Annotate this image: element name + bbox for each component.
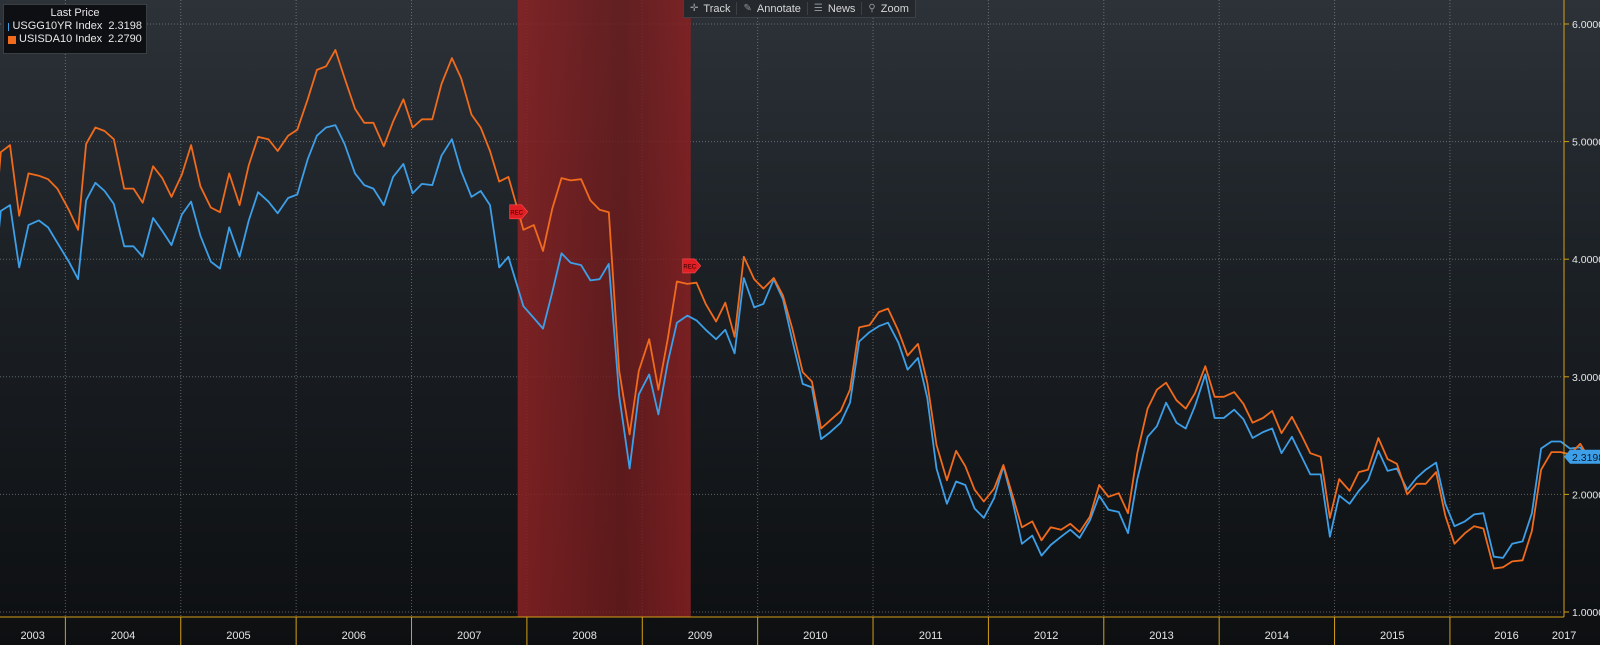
x-tick-label: 2012: [1034, 630, 1058, 642]
news-label: News: [827, 2, 856, 15]
track-label: Track: [703, 2, 731, 15]
series-lines: [0, 49, 1600, 570]
series-line-usgg10yr: [0, 124, 1600, 559]
recession-markers: REC REC: [509, 204, 702, 274]
series-line-usisda10: [0, 49, 1599, 570]
x-tick-label: 2013: [1149, 630, 1173, 642]
x-tick-label: 2004: [111, 630, 135, 642]
divider: [806, 2, 808, 15]
legend: Last Price USGG10YR Index 2.3198 USISDA1…: [3, 4, 147, 54]
annotate-button[interactable]: ✎ Annotate: [737, 0, 806, 17]
news-button[interactable]: ☰ News: [808, 0, 861, 17]
x-tick-label: 2010: [803, 630, 827, 642]
x-tick-label: 2005: [226, 630, 250, 642]
legend-title: Last Price: [50, 7, 100, 19]
annotate-label: Annotate: [756, 2, 801, 15]
x-tick-label: 2007: [457, 630, 481, 642]
x-tick-label: 2006: [342, 630, 366, 642]
y-tick-label: 1.0000: [1572, 607, 1600, 619]
x-tick-label: 2017: [1552, 630, 1576, 642]
series-swatch-icon: [8, 35, 16, 44]
y-tick-label: 2.0000: [1572, 489, 1600, 501]
rec-marker-flag: [509, 204, 529, 220]
zoom-label: Zoom: [880, 2, 909, 15]
rec-marker: REC: [509, 204, 529, 220]
legend-item-value: 2.3198: [108, 20, 142, 32]
zoom-button[interactable]: ⚲ Zoom: [862, 0, 914, 17]
y-tick-label: 6.0000: [1572, 19, 1600, 31]
rec-marker: REC: [682, 258, 702, 274]
x-tick-label: 2003: [20, 630, 44, 642]
last-value-tag-shape: [1564, 449, 1600, 464]
divider: [861, 2, 863, 15]
legend-item[interactable]: USISDA10 Index 2.2790: [8, 33, 142, 46]
divider: [736, 2, 738, 15]
last-value-tag-label: 2.3198: [1572, 452, 1600, 464]
legend-item-name: USGG10YR Index: [12, 20, 103, 32]
y-tick-label: 3.0000: [1572, 372, 1600, 384]
x-tick-label: 2011: [919, 630, 943, 642]
zoom-icon: ⚲: [868, 3, 876, 14]
recession-shade: [517, 0, 691, 617]
news-icon: ☰: [813, 3, 823, 14]
legend-item-value: 2.2790: [108, 33, 142, 45]
y-tick-label: 5.0000: [1572, 137, 1600, 149]
x-tick-label: 2016: [1494, 630, 1518, 642]
rec-marker-label: REC: [683, 264, 696, 270]
grid-lines: [0, 0, 1563, 617]
x-tick-label: 2015: [1380, 630, 1404, 642]
legend-item-name: USISDA10 Index: [19, 33, 103, 45]
track-button[interactable]: ✛ Track: [684, 0, 736, 17]
crosshair-icon: ✛: [690, 3, 699, 14]
legend-item[interactable]: USGG10YR Index 2.3198: [8, 20, 142, 33]
y-tick-label: 4.0000: [1572, 254, 1600, 266]
x-tick-label: 2008: [572, 630, 596, 642]
y-axis: 1.0000 2.0000 3.0000 4.0000 5.0000 6.0000: [1563, 0, 1600, 619]
recession-band: [517, 0, 691, 617]
x-tick-label: 2014: [1265, 630, 1289, 642]
pencil-icon: ✎: [743, 3, 752, 14]
x-tick-label: 2009: [688, 630, 712, 642]
series-swatch-icon: [8, 22, 10, 31]
x-axis: 2003 2004 2005 2006 2007 2008 2009 2010 2011 2012…: [0, 616, 1576, 645]
rec-marker-flag: [682, 258, 702, 274]
last-value-tag: 2.3198: [1564, 449, 1600, 464]
rec-marker-label: REC: [510, 210, 523, 216]
chart-toolbar: ✛ Track ✎ Annotate ☰ News ⚲ Zoom: [683, 0, 916, 18]
